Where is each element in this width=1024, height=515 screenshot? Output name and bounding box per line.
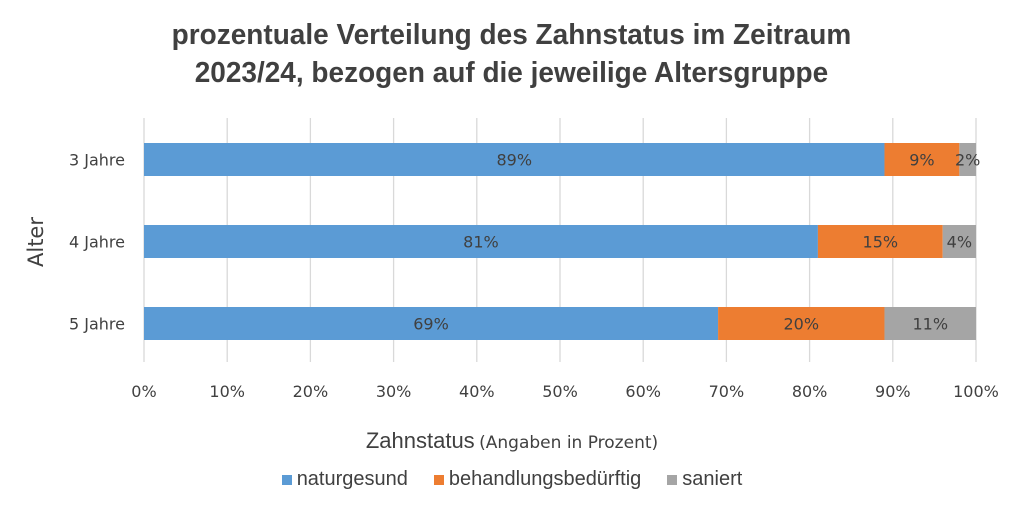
data-label: 81% [463, 233, 499, 252]
x-tick-label: 70% [709, 382, 745, 401]
bar-segment-saniert [942, 225, 976, 258]
data-label: 4% [947, 233, 972, 252]
legend-label: naturgesund [296, 468, 408, 490]
legend-label: saniert [682, 468, 743, 490]
data-label: 20% [783, 315, 819, 334]
legend-item-saniert: saniert [667, 468, 742, 491]
x-axis-title-sub: (Angaben in Prozent) [479, 433, 659, 453]
x-axis-title: Zahnstatus (Angaben in Prozent) [0, 428, 1024, 454]
bar-segment-saniert [959, 143, 976, 176]
legend-item-behandlungsbeduerftig: behandlungsbedürftig [433, 468, 642, 491]
x-tick-label: 90% [875, 382, 911, 401]
x-tick-label: 40% [459, 382, 495, 401]
legend-item-naturgesund: naturgesund [281, 468, 408, 491]
data-label: 9% [909, 151, 934, 170]
y-tick-label: 5 Jahre [69, 315, 125, 334]
x-tick-label: 50% [542, 382, 578, 401]
chart-title-line-1: prozentuale Verteilung des Zahnstatus im… [171, 19, 852, 51]
chart-title: prozentuale Verteilung des Zahnstatus im… [0, 16, 1023, 92]
data-labels: 89% 9% 2% 81% 15% 4% 69% 20% 11% [413, 151, 980, 334]
bar-segment-saniert [884, 307, 976, 340]
legend-swatch-behandlungsbeduerftig [433, 474, 444, 485]
x-axis-title-main: Zahnstatus [365, 428, 475, 453]
bar-segment-behandlungsbedrftig [884, 143, 960, 176]
bar-segment-naturgesund [144, 225, 818, 258]
x-tick-label: 30% [376, 382, 412, 401]
data-label: 15% [863, 233, 899, 252]
x-tick-label: 80% [792, 382, 828, 401]
data-label: 2% [955, 151, 980, 170]
x-tick-label: 10% [209, 382, 245, 401]
legend-label: behandlungsbedürftig [448, 468, 642, 490]
bars [144, 143, 976, 340]
y-axis-title: Alter [24, 217, 48, 267]
legend: naturgesund behandlungsbedürftig saniert [0, 468, 1024, 491]
x-tick-label: 100% [953, 382, 999, 401]
y-tick-labels: 3 Jahre 4 Jahre 5 Jahre [69, 151, 125, 334]
bar-segment-naturgesund [144, 143, 885, 176]
bar-segment-behandlungsbedrftig [718, 307, 885, 340]
x-tick-labels: 0% 10% 20% 30% 40% 50% 60% 70% 80% 90% 100% [131, 382, 999, 401]
bar-segment-naturgesund [144, 307, 719, 340]
bar-segment-behandlungsbedrftig [817, 225, 943, 258]
legend-swatch-saniert [667, 474, 678, 485]
x-tick-label: 0% [131, 382, 156, 401]
y-tick-label: 4 Jahre [69, 233, 125, 252]
chart-title-line-2: 2023/24, bezogen auf die jeweilige Alter… [194, 57, 829, 89]
data-label: 69% [413, 315, 449, 334]
data-label: 89% [496, 151, 532, 170]
data-label: 11% [912, 315, 948, 334]
legend-swatch-naturgesund [281, 474, 292, 485]
x-tick-label: 20% [293, 382, 329, 401]
x-tick-label: 60% [625, 382, 661, 401]
y-tick-label: 3 Jahre [69, 151, 125, 170]
